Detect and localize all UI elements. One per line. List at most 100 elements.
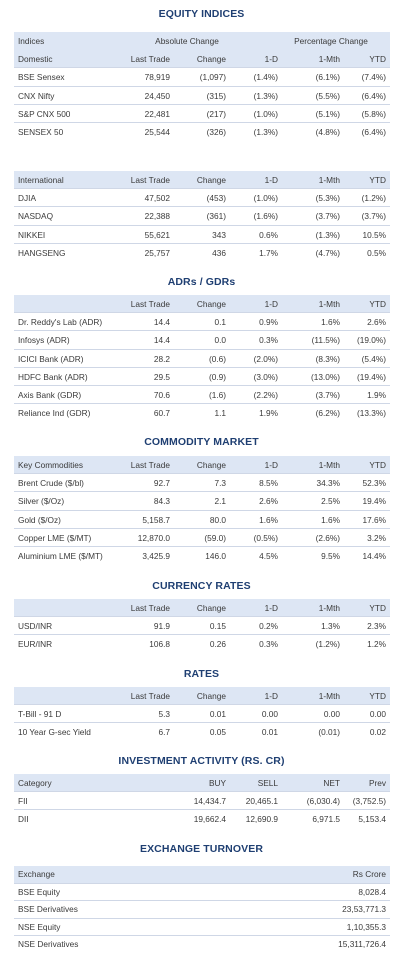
table-cell: 2.6% — [259, 496, 278, 507]
col-header: 1-D — [264, 299, 278, 309]
table-cell: (326) — [206, 126, 226, 137]
table-row: BSE Equity 8,028.4 — [14, 884, 390, 902]
table-cell: 14,434.7 — [193, 796, 226, 807]
col-header: 1-D — [264, 54, 278, 65]
table-cell: NASDAQ — [18, 211, 54, 222]
table-cell: (3.7%) — [361, 211, 386, 222]
table-cell: (0.5%) — [253, 532, 278, 543]
table-cell: (19.0%) — [356, 335, 386, 346]
table-cell: (0.01) — [318, 727, 340, 738]
table-cell: (1.2%) — [361, 193, 386, 204]
adrs-table: Last Trade Change 1-D 1-Mth YTD Dr. Redd… — [14, 295, 390, 422]
table-cell: 12,690.9 — [245, 814, 278, 825]
table-cell: BSE Derivatives — [18, 904, 78, 915]
table-row: CNX Nifty 24,450 (315) (1.3%) (5.5%) (6.… — [14, 87, 390, 105]
table-cell: ICICI Bank (ADR) — [18, 353, 84, 364]
table-cell: 28.2 — [153, 353, 170, 364]
table-cell: 12,870.0 — [137, 532, 170, 543]
table-cell: 25,757 — [144, 247, 170, 258]
table-row: SENSEX 50 25,544 (326) (1.3%) (4.8%) (6.… — [14, 123, 390, 141]
table-cell: 6,971.5 — [312, 814, 340, 825]
table-cell: Silver ($/Oz) — [18, 496, 65, 507]
table-cell: (13.0%) — [310, 371, 340, 382]
table-cell: (1.3%) — [253, 90, 278, 101]
table-row: BSE Derivatives 23,53,771.3 — [14, 901, 390, 919]
table-cell: 0.00 — [323, 709, 340, 720]
table-cell: 55,621 — [144, 229, 170, 240]
table-row: Gold ($/Oz) 5,158.7 80.0 1.6% 1.6% 17.6% — [14, 511, 390, 529]
table-cell: 6.7 — [158, 727, 170, 738]
col-header: Change — [196, 299, 226, 309]
col-header: YTD — [369, 54, 386, 65]
table-cell: (6.4%) — [361, 126, 386, 137]
table-row: Axis Bank (GDR) 70.6 (1.6) (2.2%) (3.7%)… — [14, 386, 390, 405]
equity-group-row: Indices Absolute Change Percentage Chang… — [14, 32, 390, 50]
table-cell: (1.6%) — [253, 211, 278, 222]
table-cell: (3,752.5) — [352, 796, 386, 807]
table-cell: 2.1 — [214, 496, 226, 507]
table-row: NSE Derivatives 15,311,726.4 — [14, 936, 390, 954]
table-cell: HDFC Bank (ADR) — [18, 371, 88, 382]
col-header: Prev — [368, 778, 386, 788]
table-cell: (1.0%) — [253, 193, 278, 204]
table-cell: 0.5% — [367, 247, 386, 258]
absolute-change-label: Absolute Change — [155, 36, 219, 46]
col-header: YTD — [369, 175, 386, 185]
table-cell: 24,450 — [144, 90, 170, 101]
table-cell: (6.1%) — [315, 72, 340, 83]
indices-label: Indices — [18, 36, 45, 46]
table-cell: (4.8%) — [315, 126, 340, 137]
table-cell: (5.3%) — [315, 193, 340, 204]
table-cell: 0.6% — [259, 229, 278, 240]
rates-table: Last Trade Change 1-D 1-Mth YTD T-Bill -… — [14, 687, 390, 742]
table-cell: 9.5% — [321, 550, 340, 561]
col-header: NET — [323, 778, 340, 788]
table-cell: 106.8 — [149, 639, 170, 650]
turnover-title: EXCHANGE TURNOVER — [139, 843, 264, 855]
table-cell: (1.4%) — [253, 72, 278, 83]
col-header: 1-Mth — [318, 691, 340, 701]
table-row: Reliance Ind (GDR) 60.7 1.1 1.9% (6.2%) … — [14, 404, 390, 422]
table-cell: (0.6) — [208, 353, 226, 364]
table-cell: 0.3% — [259, 639, 278, 650]
table-row: Infosys (ADR) 14.4 0.0 0.3% (11.5%) (19.… — [14, 331, 390, 350]
table-cell: 0.9% — [259, 317, 278, 328]
table-cell: (7.4%) — [361, 72, 386, 83]
table-cell: 8,028.4 — [358, 886, 386, 897]
table-cell: Infosys (ADR) — [18, 335, 70, 346]
percentage-change-label: Percentage Change — [294, 36, 368, 46]
table-row: Dr. Reddy's Lab (ADR) 14.4 0.1 0.9% 1.6%… — [14, 313, 390, 332]
table-cell: Dr. Reddy's Lab (ADR) — [18, 317, 103, 328]
table-row: NASDAQ 22,388 (361) (1.6%) (3.7%) (3.7%) — [14, 207, 390, 226]
table-cell: DII — [18, 814, 29, 825]
table-row: T-Bill - 91 D 5.3 0.01 0.00 0.00 0.00 — [14, 705, 390, 724]
table-cell: 0.02 — [369, 727, 386, 738]
table-cell: 1.6% — [321, 317, 340, 328]
col-header: YTD — [369, 299, 386, 309]
col-header: Change — [196, 54, 226, 65]
table-cell: Axis Bank (GDR) — [18, 389, 82, 400]
col-header: Rs Crore — [352, 869, 386, 879]
table-cell: Reliance Ind (GDR) — [18, 408, 91, 419]
table-cell: (3.7%) — [315, 389, 340, 400]
table-cell: 20,465.1 — [245, 796, 278, 807]
table-row: DII 19,662.4 12,690.9 6,971.5 5,153.4 — [14, 810, 390, 828]
adrs-title: ADRs / GDRs — [167, 276, 236, 288]
table-cell: (13.3%) — [356, 408, 386, 419]
table-row: HDFC Bank (ADR) 29.5 (0.9) (3.0%) (13.0%… — [14, 368, 390, 386]
table-cell: 14.4% — [362, 550, 386, 561]
table-cell: 25,544 — [144, 126, 170, 137]
table-row: Silver ($/Oz) 84.3 2.1 2.6% 2.5% 19.4% — [14, 492, 390, 511]
table-cell: (6.2%) — [315, 408, 340, 419]
investment-title: INVESTMENT ACTIVITY (RS. CR) — [118, 755, 285, 767]
table-cell: 34.3% — [316, 478, 340, 489]
table-cell: (453) — [206, 193, 226, 204]
table-cell: 146.0 — [205, 550, 226, 561]
table-cell: 22,481 — [144, 108, 170, 119]
table-cell: (6.4%) — [361, 90, 386, 101]
table-cell: (217) — [206, 108, 226, 119]
table-cell: (6,030.4) — [306, 796, 340, 807]
table-cell: (2.0%) — [253, 353, 278, 364]
col-header: Key Commodities — [18, 460, 84, 470]
table-cell: (1,097) — [199, 72, 226, 83]
